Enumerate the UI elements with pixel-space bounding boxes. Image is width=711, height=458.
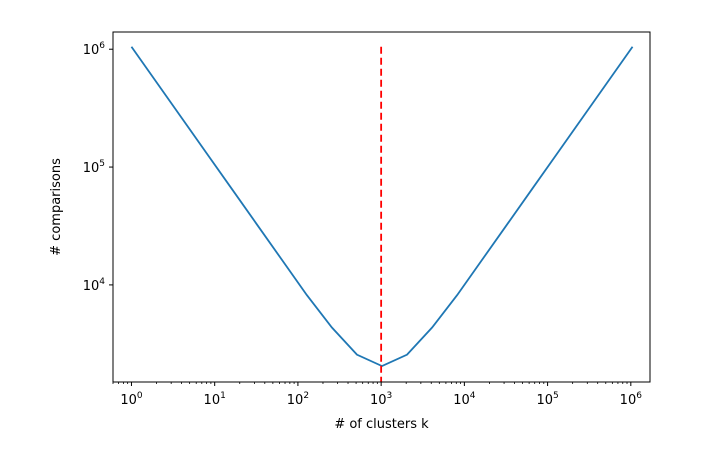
x-tick-label: 101 — [204, 391, 226, 408]
y-tick-label: 104 — [83, 277, 106, 294]
y-axis-label: # comparisons — [49, 158, 64, 256]
x-axis-label: # of clusters k — [334, 417, 429, 432]
x-tick-label: 104 — [453, 391, 476, 408]
y-tick-label: 105 — [83, 159, 105, 176]
x-axis: 100 101 102 103 104 105 106 — [120, 382, 642, 408]
plot-frame — [112, 31, 651, 383]
x-tick-label: 105 — [536, 391, 558, 408]
x-tick-label: 100 — [120, 391, 143, 408]
x-tick-label: 103 — [370, 391, 392, 408]
y-tick-label: 106 — [83, 41, 106, 58]
x-tick-label: 102 — [287, 391, 309, 408]
x-tick-label: 106 — [620, 391, 643, 408]
y-axis: 104 105 106 — [83, 41, 113, 294]
